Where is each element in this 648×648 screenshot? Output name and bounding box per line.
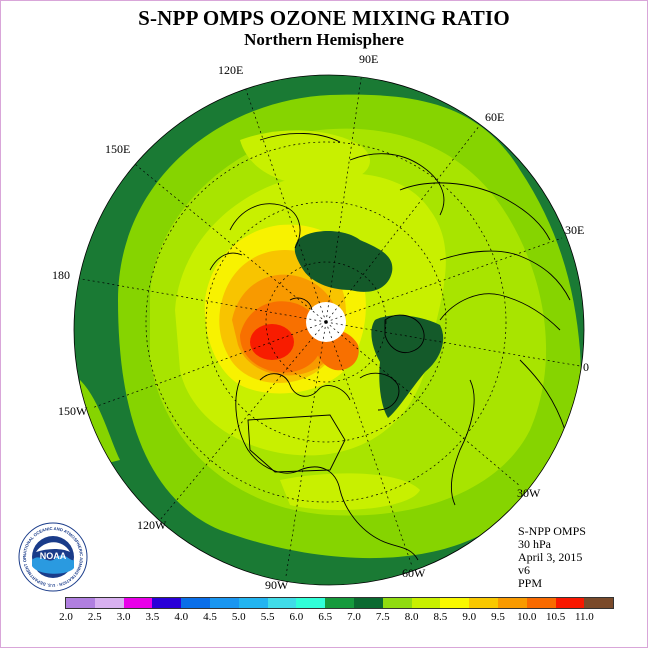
colorbar-swatch bbox=[209, 598, 239, 608]
yellow-green-north bbox=[240, 130, 370, 186]
colorbar-tick-label: 2.5 bbox=[87, 611, 102, 623]
lon-label-150w: 150W bbox=[58, 404, 88, 418]
lon-label-90w: 90W bbox=[265, 578, 289, 592]
colorbar-tick-label: 10.5 bbox=[545, 611, 566, 623]
colorbar-tick-label: 9.5 bbox=[491, 611, 505, 623]
low-ozone-atlantic bbox=[371, 315, 444, 418]
lon-label-180: 180 bbox=[52, 268, 70, 282]
graticule bbox=[75, 75, 581, 577]
colorbar-swatch bbox=[440, 598, 470, 608]
colorbar-tick-label: 6.5 bbox=[318, 611, 333, 623]
noaa-logo: NATIONAL OCEANIC AND ATMOSPHERIC ADMINIS… bbox=[18, 522, 88, 592]
colorbar-swatch bbox=[94, 598, 124, 608]
product-info-block: S-NPP OMPS 30 hPa April 3, 2015 v6 PPM bbox=[518, 525, 586, 590]
colorbar-swatch bbox=[382, 598, 412, 608]
info-units: PPM bbox=[518, 576, 543, 590]
colorbar-tick-label: 3.5 bbox=[145, 611, 160, 623]
colorbar-tick-label: 8.0 bbox=[404, 611, 419, 623]
info-date: April 3, 2015 bbox=[518, 550, 583, 564]
lon-label-30w: 30W bbox=[517, 486, 541, 500]
hemisphere-boundary bbox=[73, 74, 585, 586]
yellow-green-south bbox=[280, 473, 420, 510]
colorbar-swatch bbox=[497, 598, 527, 608]
colorbar-tick-label: 8.5 bbox=[433, 611, 448, 623]
colorbar-tick-label: 5.5 bbox=[260, 611, 275, 623]
coastlines bbox=[209, 133, 571, 561]
colorbar-swatch bbox=[325, 598, 354, 608]
colorbar-swatch bbox=[555, 598, 585, 608]
colorbar-swatch bbox=[296, 598, 326, 608]
colorbar-tick-label: 5.0 bbox=[231, 611, 246, 623]
colorbar-tick-label: 4.5 bbox=[203, 611, 217, 623]
colorbar-swatch bbox=[238, 598, 268, 608]
lon-label-0: 0 bbox=[583, 360, 589, 374]
colorbar-swatch bbox=[267, 598, 297, 608]
colorbar bbox=[65, 597, 615, 609]
colorbar-tick-label: 11.0 bbox=[574, 611, 594, 623]
low-ozone-siberia bbox=[294, 231, 393, 292]
colorbar-swatch bbox=[469, 598, 498, 608]
info-instrument: S-NPP OMPS bbox=[518, 524, 586, 538]
logo-text: NOAA bbox=[40, 551, 67, 561]
colorbar-swatch bbox=[353, 598, 383, 608]
lon-label-30e: 30E bbox=[565, 223, 585, 237]
lon-label-60w: 60W bbox=[402, 566, 426, 580]
colorbar-tick-label: 2.0 bbox=[59, 611, 73, 623]
info-level: 30 hPa bbox=[518, 537, 551, 551]
ozone-maximum bbox=[250, 324, 294, 360]
colorbar-swatch bbox=[411, 598, 441, 608]
colorbar-swatch bbox=[123, 598, 153, 608]
colorbar-tick-label: 7.5 bbox=[375, 611, 390, 623]
lon-label-60e: 60E bbox=[485, 110, 505, 124]
lon-label-150e: 150E bbox=[105, 142, 131, 156]
colorbar-swatch bbox=[181, 598, 210, 608]
colorbar-tick-label: 10.0 bbox=[517, 611, 537, 623]
lon-label-90e: 90E bbox=[359, 52, 379, 66]
colorbar-tick-label: 3.0 bbox=[116, 611, 131, 623]
colorbar-swatch bbox=[66, 598, 95, 608]
lon-label-120e: 120E bbox=[218, 63, 244, 77]
chart-subtitle: Northern Hemisphere bbox=[244, 30, 404, 49]
colorbar-tick-label: 6.0 bbox=[289, 611, 304, 623]
colorbar-tick-label: 9.0 bbox=[462, 611, 477, 623]
colorbar-tick-label: 7.0 bbox=[347, 611, 361, 623]
colorbar-swatch bbox=[584, 598, 614, 608]
chart-title: S-NPP OMPS OZONE MIXING RATIO bbox=[138, 6, 510, 30]
colorbar-tick-label: 4.0 bbox=[174, 611, 189, 623]
colorbar-swatch bbox=[152, 598, 182, 608]
lon-label-120w: 120W bbox=[137, 518, 167, 532]
colorbar-swatch bbox=[526, 598, 556, 608]
info-version: v6 bbox=[518, 563, 530, 577]
